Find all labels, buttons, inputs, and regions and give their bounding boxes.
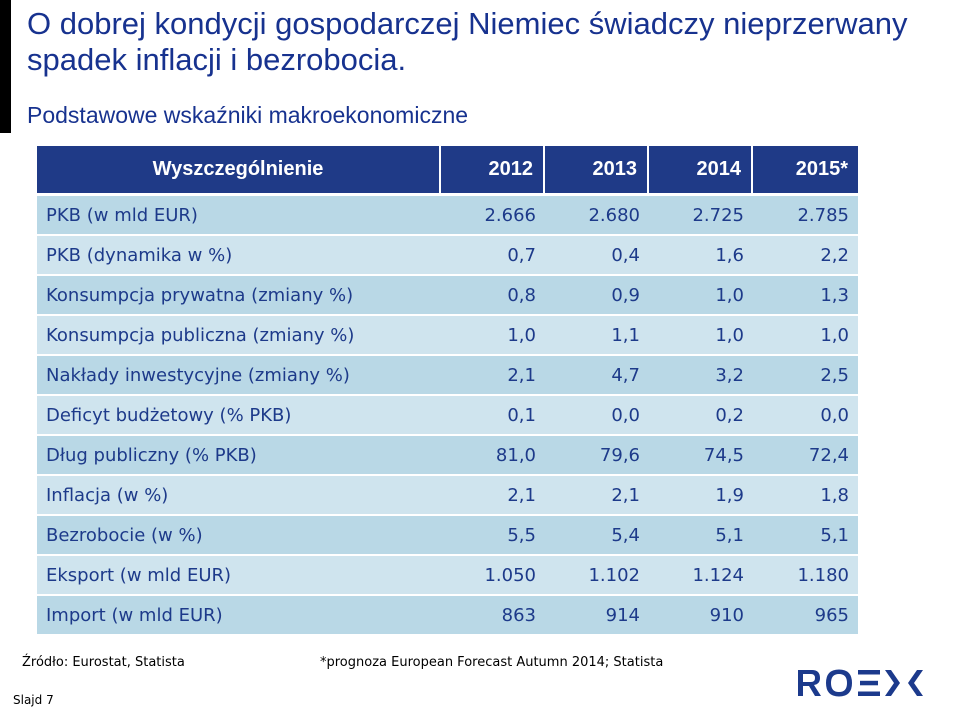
header-year: 2014 <box>649 146 753 196</box>
cell-value: 2,5 <box>753 356 858 396</box>
table-row: Inflacja (w %) 2,1 2,1 1,9 1,8 <box>37 476 858 516</box>
slide-number: Slajd 7 <box>13 693 54 707</box>
cell-value: 1,8 <box>753 476 858 516</box>
row-label: PKB (w mld EUR) <box>37 196 441 236</box>
cell-value: 4,7 <box>545 356 649 396</box>
row-label: Inflacja (w %) <box>37 476 441 516</box>
cell-value: 1,9 <box>649 476 753 516</box>
title-accent-bar <box>0 0 11 133</box>
cell-value: 3,2 <box>649 356 753 396</box>
table-row: Konsumpcja publiczna (zmiany %) 1,0 1,1 … <box>37 316 858 356</box>
header-year: 2012 <box>441 146 545 196</box>
header-label: Wyszczególnienie <box>37 146 441 196</box>
row-label: PKB (dynamika w %) <box>37 236 441 276</box>
cell-value: 2.666 <box>441 196 545 236</box>
row-label: Konsumpcja publiczna (zmiany %) <box>37 316 441 356</box>
cell-value: 1,0 <box>649 316 753 356</box>
cell-value: 2,1 <box>545 476 649 516</box>
cell-value: 863 <box>441 596 545 636</box>
table-row: Konsumpcja prywatna (zmiany %) 0,8 0,9 1… <box>37 276 858 316</box>
source-note: Źródło: Eurostat, Statista <box>22 655 185 670</box>
cell-value: 5,4 <box>545 516 649 556</box>
cell-value: 1.180 <box>753 556 858 596</box>
cell-value: 5,5 <box>441 516 545 556</box>
cell-value: 2,2 <box>753 236 858 276</box>
cell-value: 5,1 <box>753 516 858 556</box>
cell-value: 2.680 <box>545 196 649 236</box>
cell-value: 1,0 <box>441 316 545 356</box>
cell-value: 1,0 <box>649 276 753 316</box>
table-row: PKB (dynamika w %) 0,7 0,4 1,6 2,2 <box>37 236 858 276</box>
cell-value: 914 <box>545 596 649 636</box>
row-label: Konsumpcja prywatna (zmiany %) <box>37 276 441 316</box>
header-year: 2015* <box>753 146 858 196</box>
cell-value: 0,9 <box>545 276 649 316</box>
cell-value: 0,1 <box>441 396 545 436</box>
row-label: Bezrobocie (w %) <box>37 516 441 556</box>
roex-logo <box>798 669 923 697</box>
cell-value: 0,0 <box>545 396 649 436</box>
cell-value: 79,6 <box>545 436 649 476</box>
forecast-footnote: *prognoza European Forecast Autumn 2014;… <box>320 655 664 670</box>
table-row: Import (w mld EUR) 863 914 910 965 <box>37 596 858 636</box>
cell-value: 72,4 <box>753 436 858 476</box>
cell-value: 0,8 <box>441 276 545 316</box>
row-label: Dług publiczny (% PKB) <box>37 436 441 476</box>
cell-value: 1.050 <box>441 556 545 596</box>
cell-value: 910 <box>649 596 753 636</box>
cell-value: 2.725 <box>649 196 753 236</box>
cell-value: 74,5 <box>649 436 753 476</box>
cell-value: 1,3 <box>753 276 858 316</box>
cell-value: 0,4 <box>545 236 649 276</box>
row-label: Import (w mld EUR) <box>37 596 441 636</box>
slide-title: O dobrej kondycji gospodarczej Niemiec ś… <box>27 6 908 77</box>
row-label: Nakłady inwestycyjne (zmiany %) <box>37 356 441 396</box>
table-row: Dług publiczny (% PKB) 81,0 79,6 74,5 72… <box>37 436 858 476</box>
table-subtitle: Podstawowe wskaźniki makroekonomiczne <box>27 102 469 128</box>
table-row: Deficyt budżetowy (% PKB) 0,1 0,0 0,2 0,… <box>37 396 858 436</box>
row-label: Eksport (w mld EUR) <box>37 556 441 596</box>
cell-value: 81,0 <box>441 436 545 476</box>
table-row: Bezrobocie (w %) 5,5 5,4 5,1 5,1 <box>37 516 858 556</box>
macro-indicators-table: Wyszczególnienie 2012 2013 2014 2015* PK… <box>37 146 858 636</box>
cell-value: 1,1 <box>545 316 649 356</box>
header-year: 2013 <box>545 146 649 196</box>
cell-value: 2,1 <box>441 356 545 396</box>
cell-value: 965 <box>753 596 858 636</box>
cell-value: 2.785 <box>753 196 858 236</box>
table-row: Nakłady inwestycyjne (zmiany %) 2,1 4,7 … <box>37 356 858 396</box>
cell-value: 1,0 <box>753 316 858 356</box>
cell-value: 0,7 <box>441 236 545 276</box>
table-row: PKB (w mld EUR) 2.666 2.680 2.725 2.785 <box>37 196 858 236</box>
cell-value: 5,1 <box>649 516 753 556</box>
cell-value: 2,1 <box>441 476 545 516</box>
cell-value: 0,2 <box>649 396 753 436</box>
table-header-row: Wyszczególnienie 2012 2013 2014 2015* <box>37 146 858 196</box>
row-label: Deficyt budżetowy (% PKB) <box>37 396 441 436</box>
cell-value: 0,0 <box>753 396 858 436</box>
cell-value: 1.124 <box>649 556 753 596</box>
cell-value: 1.102 <box>545 556 649 596</box>
table-row: Eksport (w mld EUR) 1.050 1.102 1.124 1.… <box>37 556 858 596</box>
cell-value: 1,6 <box>649 236 753 276</box>
